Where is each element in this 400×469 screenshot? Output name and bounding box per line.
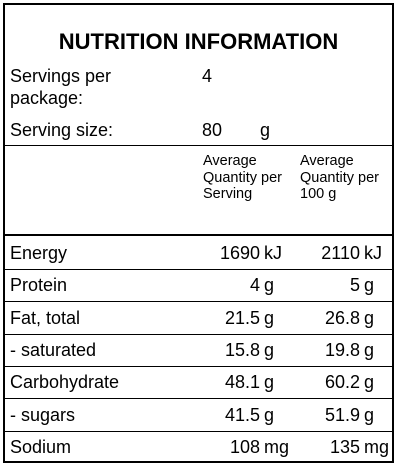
per-100g-value: 60.2 — [324, 372, 360, 393]
per-100g-unit: g — [364, 372, 375, 393]
per-serving-value: 41.5 — [224, 404, 260, 425]
per-100g-value: 2110 — [321, 243, 360, 263]
per-serving-unit: g — [264, 339, 275, 360]
nutrient-name: Energy — [10, 243, 68, 263]
per-serving-value: 48.1 — [224, 372, 260, 393]
per-serving-unit: g — [264, 307, 275, 328]
nutrient-name: - saturated — [10, 339, 97, 360]
per-serving-value: 15.8 — [224, 339, 260, 360]
serving-size-unit: g — [260, 120, 271, 140]
per-serving-value: 1690 — [219, 243, 260, 263]
divider — [5, 301, 392, 303]
nutrient-name: - sugars — [10, 404, 76, 425]
per-serving-unit: mg — [264, 436, 290, 457]
per-100g-unit: g — [364, 404, 375, 425]
per-100g-value: 51.9 — [324, 404, 360, 425]
per-100g-value: 135 — [329, 436, 360, 457]
nutrient-name: Protein — [10, 275, 68, 296]
nutrient-name: Fat, total — [10, 307, 81, 328]
column-header-per-100g: Average Quantity per 100 g — [300, 153, 379, 202]
servings-label: Servings per package: — [10, 66, 112, 108]
divider — [5, 430, 392, 432]
per-serving-unit: g — [264, 275, 275, 296]
per-serving-unit: kJ — [264, 243, 282, 263]
per-100g-unit: mg — [364, 436, 390, 457]
column-header-per-serving: Average Quantity per Serving — [203, 153, 282, 202]
nutrient-name: Sodium — [10, 436, 72, 457]
per-100g-value: 26.8 — [324, 307, 360, 328]
per-100g-unit: kJ — [364, 243, 382, 263]
divider — [5, 145, 392, 146]
panel-title: NUTRITION INFORMATION — [58, 29, 339, 54]
per-serving-unit: g — [264, 372, 275, 393]
per-100g-unit: g — [364, 339, 375, 360]
nutrition-panel: NUTRITION INFORMATION Servings per packa… — [3, 3, 394, 463]
serving-size-value: 80 — [202, 120, 223, 140]
serving-size-label: Serving size: — [10, 120, 114, 140]
divider — [5, 398, 392, 400]
per-serving-value: 4 — [249, 275, 260, 296]
divider — [5, 365, 392, 367]
divider — [5, 269, 392, 270]
per-100g-value: 19.8 — [324, 339, 360, 360]
per-serving-unit: g — [264, 404, 275, 425]
nutrient-name: Carbohydrate — [10, 372, 120, 393]
per-100g-value: 5 — [349, 275, 360, 296]
divider — [5, 234, 392, 236]
per-100g-unit: g — [364, 275, 375, 296]
per-100g-unit: g — [364, 307, 375, 328]
servings-value: 4 — [202, 66, 213, 86]
per-serving-value: 108 — [229, 436, 260, 457]
divider — [5, 333, 392, 335]
per-serving-value: 21.5 — [224, 307, 260, 328]
